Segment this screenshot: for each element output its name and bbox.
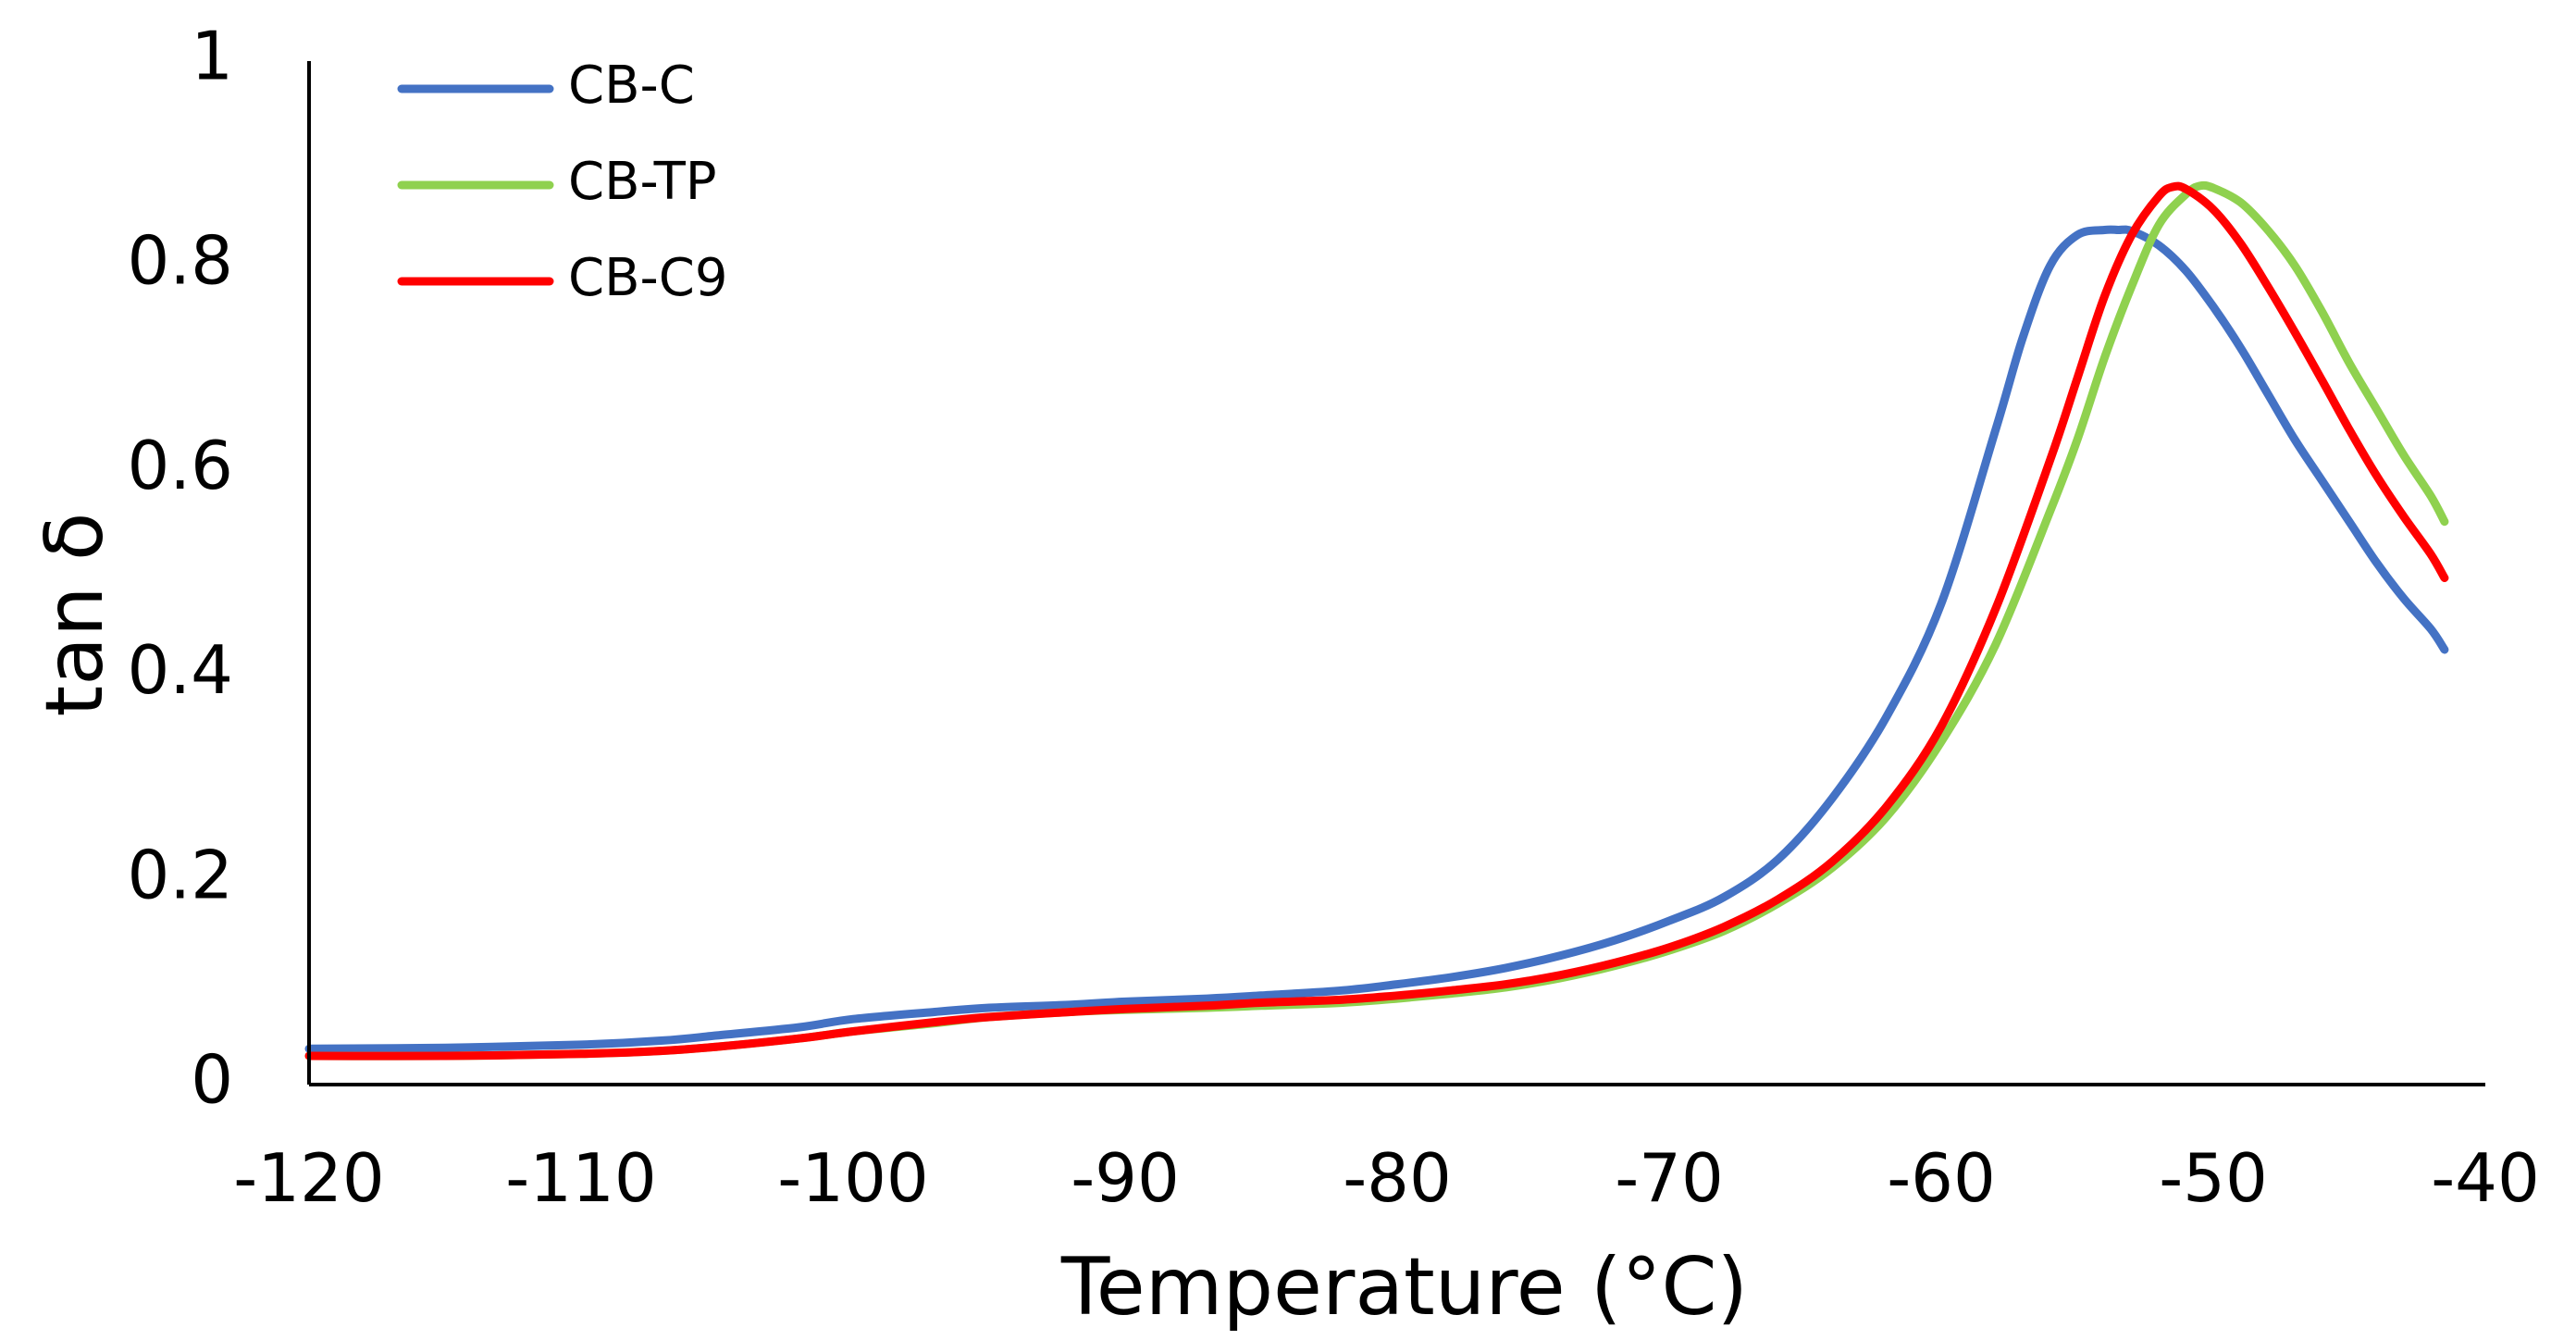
series-line-cb-c — [304, 225, 2449, 1053]
x-tick-label: -50 — [2159, 1139, 2268, 1217]
x-tick-label: -40 — [2431, 1139, 2540, 1217]
x-tick-label: -120 — [233, 1139, 384, 1217]
x-tick-label: -60 — [1887, 1139, 1996, 1217]
y-tick-label: 0.8 — [127, 222, 233, 300]
legend-label: CB-C — [568, 56, 695, 116]
y-tick-label: 1 — [191, 18, 233, 95]
y-tick-label: 0.6 — [127, 427, 233, 504]
x-tick-label: -90 — [1071, 1139, 1180, 1217]
legend-item-cb-tp: CB-TP — [397, 152, 717, 212]
y-tick-label: 0.4 — [127, 631, 233, 709]
legend-label: CB-C9 — [568, 248, 727, 308]
x-tick-label: -100 — [777, 1139, 928, 1217]
x-axis-title: Temperature (°C) — [1060, 1241, 1748, 1334]
legend-label: CB-TP — [568, 152, 717, 212]
y-tick-label: 0.2 — [127, 836, 233, 913]
x-tick-label: -80 — [1343, 1139, 1452, 1217]
series-line-cb-tp — [304, 180, 2449, 1061]
y-axis-title: tan δ — [29, 513, 121, 717]
y-tick-labels: 0 0.2 0.4 0.6 0.8 1 — [127, 18, 233, 1119]
x-tick-label: -70 — [1615, 1139, 1724, 1217]
x-tick-label: -110 — [505, 1139, 656, 1217]
legend-item-cb-c9: CB-C9 — [397, 248, 727, 308]
x-tick-labels: -120 -110 -100 -90 -80 -70 -60 -50 -40 — [233, 1139, 2540, 1217]
legend-item-cb-c: CB-C — [397, 56, 695, 116]
series-line-cb-c9 — [304, 181, 2449, 1061]
series-layer — [304, 180, 2449, 1061]
y-tick-label: 0 — [191, 1041, 233, 1119]
legend: CB-C CB-TP CB-C9 — [397, 56, 727, 308]
